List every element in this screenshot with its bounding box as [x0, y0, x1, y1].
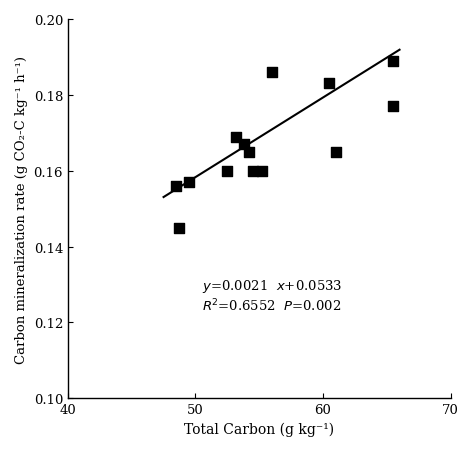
Point [185, 179, 193, 186]
Point [389, 58, 397, 65]
Point [232, 133, 240, 141]
Y-axis label: Carbon mineralization rate (g CO₂-C kg⁻¹ h⁻¹): Carbon mineralization rate (g CO₂-C kg⁻¹… [15, 55, 28, 363]
Point [326, 81, 333, 88]
Point [389, 103, 397, 110]
Point [175, 225, 182, 232]
Point [268, 69, 276, 77]
Point [240, 141, 248, 148]
Point [245, 149, 253, 156]
Point [258, 168, 265, 175]
Point [173, 183, 180, 190]
Point [332, 149, 339, 156]
Point [249, 168, 256, 175]
Text: $y$=0.0021  $x$+0.0533
$R$$^2$=0.6552  $P$=0.002: $y$=0.0021 $x$+0.0533 $R$$^2$=0.6552 $P$… [202, 277, 342, 313]
Point [224, 168, 231, 175]
X-axis label: Total Carbon (g kg⁻¹): Total Carbon (g kg⁻¹) [184, 422, 334, 436]
